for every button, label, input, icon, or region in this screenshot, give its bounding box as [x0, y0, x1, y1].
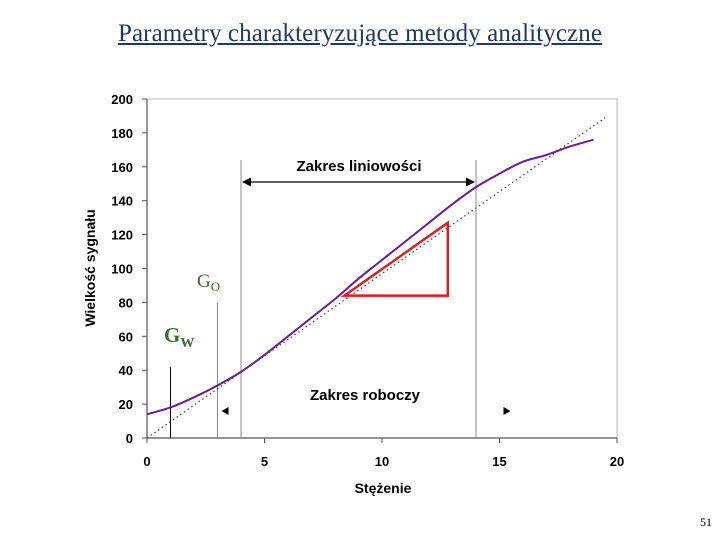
y-tick-label: 20: [119, 397, 133, 412]
working-range-right-arrowhead: [503, 407, 511, 415]
y-tick-label: 140: [111, 194, 133, 209]
linear-range-label: Zakres liniowości: [296, 158, 421, 175]
x-tick-labels: 0 5 10 15 20: [143, 438, 624, 469]
x-axis-title: Stężenie: [355, 480, 412, 496]
working-range-label: Zakres roboczy: [310, 387, 421, 404]
y-axis-title: Wielkość sygnału: [82, 209, 98, 326]
y-tick-label: 100: [111, 262, 133, 277]
x-tick-label: 20: [610, 454, 624, 469]
working-range-left-arrowhead: [221, 407, 229, 415]
y-tick-label: 40: [119, 363, 133, 378]
y-tick-label: 0: [126, 431, 133, 446]
slide-title: Parametry charakteryzujące metody analit…: [117, 20, 603, 47]
loq-label-main: G: [197, 271, 211, 292]
x-tick-label: 10: [375, 454, 389, 469]
loq-label-sub: O: [211, 279, 220, 294]
x-tick-label: 15: [492, 454, 506, 469]
lod-label-main: G: [164, 323, 180, 347]
extrapolation-line: [146, 117, 606, 439]
loq-label: GO: [197, 271, 220, 294]
calibration-curve: [146, 138, 594, 416]
range-guides: [170, 160, 511, 438]
x-tick-label: 0: [143, 454, 150, 469]
chart-annotations: [340, 220, 449, 297]
slope-triangle: [340, 220, 449, 297]
lod-label: GW: [164, 323, 194, 351]
lod-label-sub: W: [180, 336, 194, 351]
y-tick-label: 160: [111, 160, 133, 175]
y-tick-labels: 0 20 40 60 80 100 120 140 160 180 200: [111, 92, 147, 446]
y-tick-label: 200: [111, 92, 133, 107]
y-tick-label: 60: [119, 329, 133, 344]
page-number: 51: [700, 515, 712, 529]
x-tick-label: 5: [261, 454, 268, 469]
y-tick-label: 80: [119, 295, 133, 310]
y-tick-label: 120: [111, 228, 133, 243]
y-tick-label: 180: [111, 126, 133, 141]
chart-series: [146, 117, 606, 439]
